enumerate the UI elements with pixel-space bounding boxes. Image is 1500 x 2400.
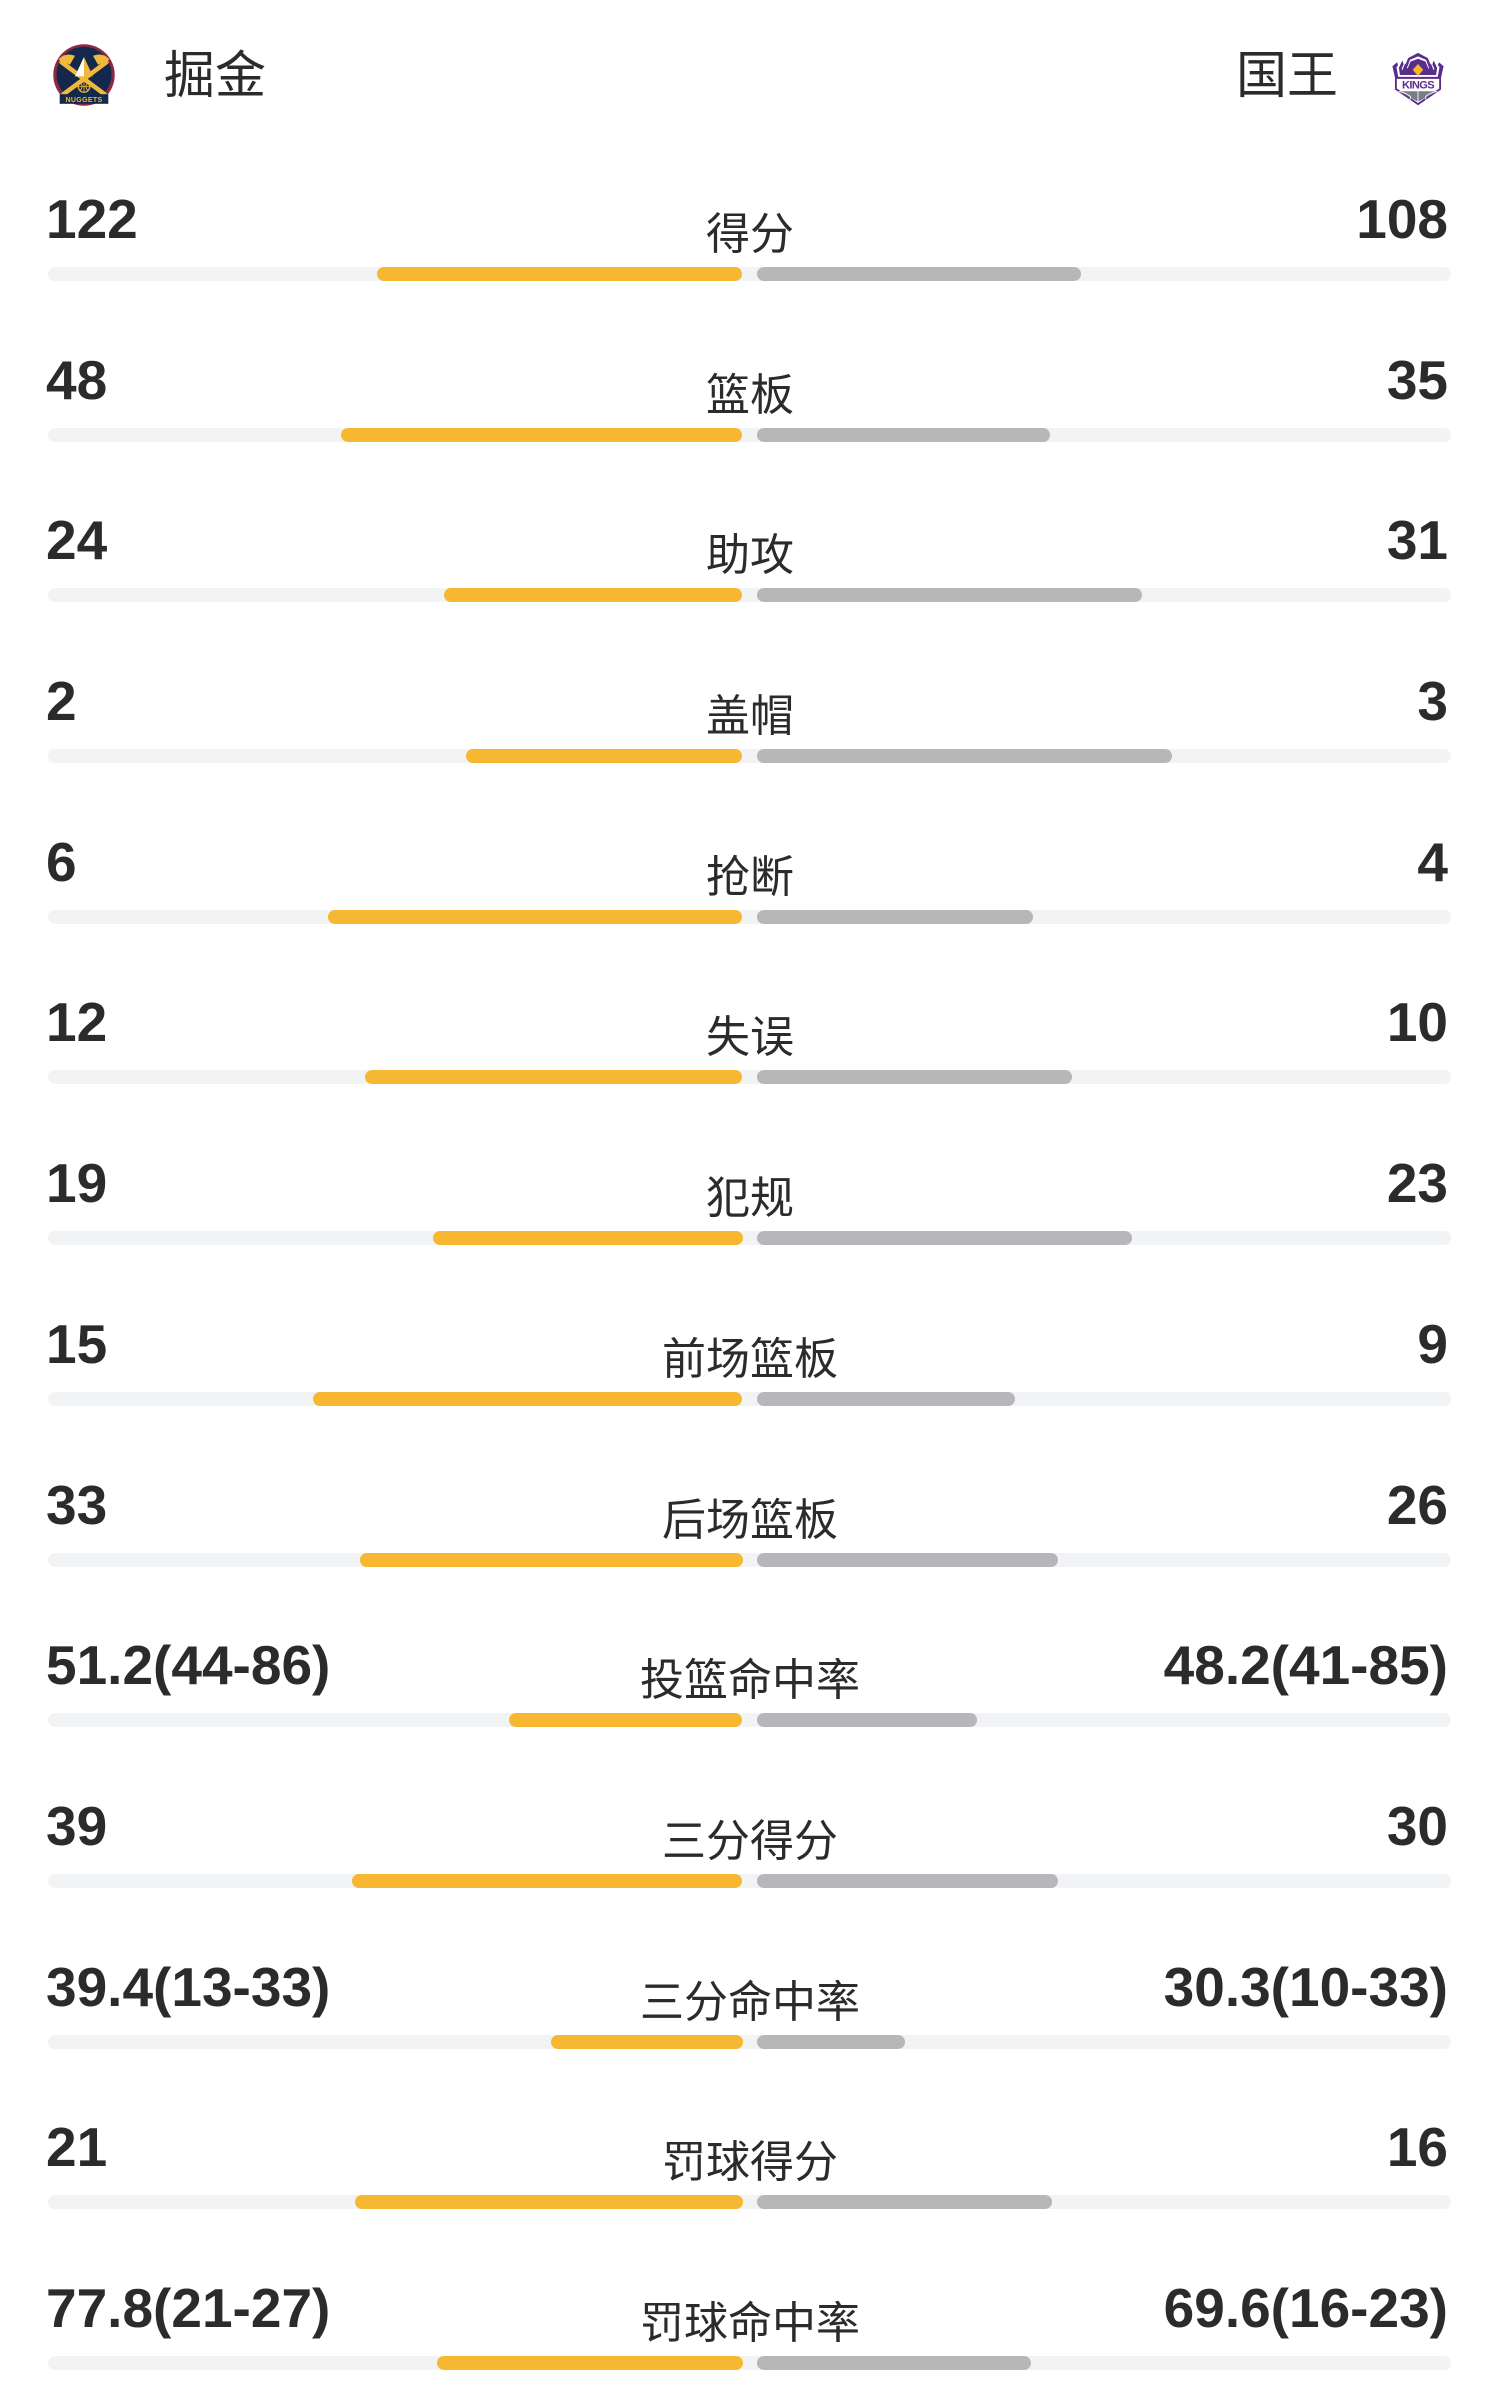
svg-text:NUGGETS: NUGGETS [65,97,102,104]
svg-text:KINGS: KINGS [1402,79,1434,91]
